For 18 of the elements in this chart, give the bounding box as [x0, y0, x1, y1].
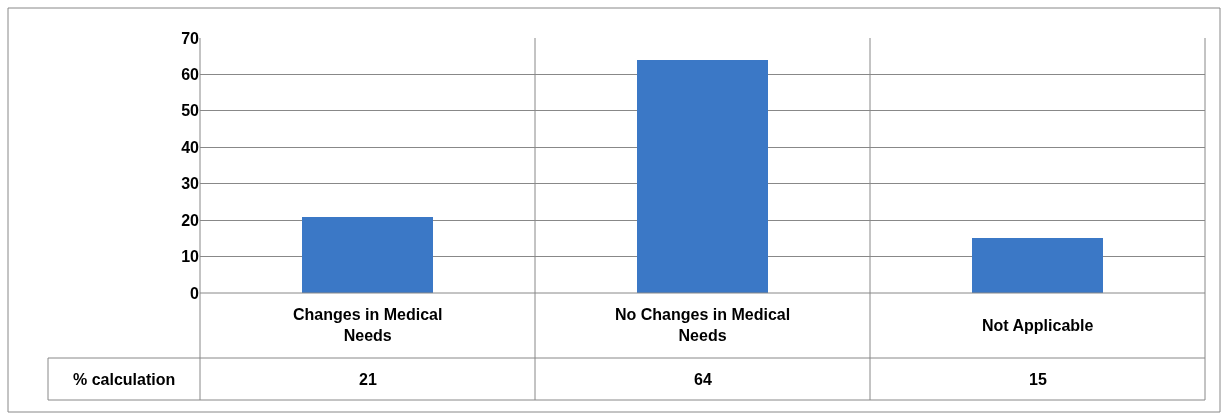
x-tick-label: No Changes in Medical Needs [615, 306, 791, 344]
y-tick-label: 70 [181, 29, 200, 47]
y-tick-label: 50 [181, 102, 200, 120]
y-tick-label: 30 [181, 175, 200, 193]
y-tick-label: 40 [181, 138, 200, 156]
y-tick-label: 60 [181, 66, 200, 84]
text: % calculation [73, 371, 176, 388]
x-tick-label: Changes in Medical Needs [293, 306, 443, 344]
data-label: 15 [1029, 371, 1047, 388]
y-tick-label: 0 [190, 284, 200, 302]
data-label: 64 [694, 371, 712, 388]
x-tick-label: Not Applicable [982, 317, 1094, 334]
data-label: 21 [359, 371, 377, 388]
y-tick-label: 20 [181, 211, 200, 229]
bar [302, 217, 433, 293]
y-tick-label: 10 [181, 248, 200, 266]
bar [637, 60, 768, 293]
bar [972, 238, 1103, 293]
